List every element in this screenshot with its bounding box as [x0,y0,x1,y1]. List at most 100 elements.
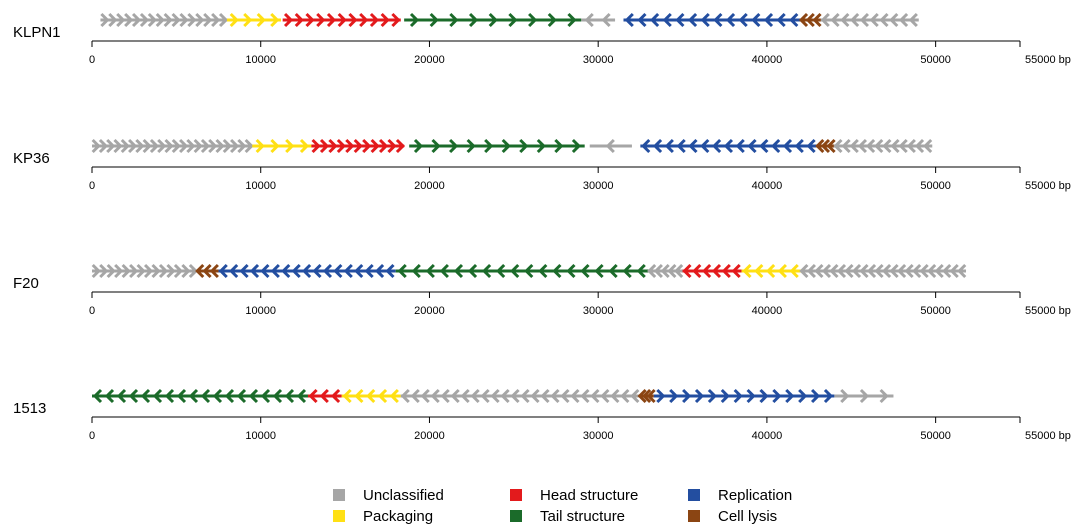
axis-tick-label: 40000 [752,305,783,317]
gene-arrow [580,388,590,404]
gene-arrow [624,12,634,28]
gene-arrow [260,388,271,404]
gene-arrow [869,12,879,28]
gene-arrow [163,12,173,28]
gene-arrow [830,12,840,28]
gene-arrow [328,138,338,154]
gene-arrow [316,12,326,28]
gene-arrow [836,263,847,279]
gene-arrow [898,138,908,154]
gene-arrow [501,138,511,154]
axis-tick-label: 40000 [752,180,783,192]
gene-arrow [200,138,211,154]
gene-arrow [771,138,781,154]
legend-label: Cell lysis [718,508,777,525]
axis-end-label: 55000 bp [1025,180,1071,192]
gene-arrow [140,388,151,404]
gene-arrow [400,388,410,404]
legend-swatch [688,510,700,522]
gene-arrow [218,263,228,279]
gene-arrow [337,12,347,28]
gene-arrow [820,138,831,154]
gene-arrow [319,138,330,154]
gene-arrow [882,138,892,154]
gene-arrow [236,388,247,404]
gene-arrow [296,388,307,404]
gene-arrow [157,138,167,154]
gene-arrow [212,388,223,404]
gene-arrow [571,138,582,154]
gene-arrow [229,263,239,279]
gene-arrow [641,138,651,154]
gene-arrow [449,12,459,28]
gene-arrow [387,138,397,154]
gene-arrow [560,388,570,404]
gene-arrow [759,388,769,404]
gene-arrow [829,263,839,279]
gene-arrow [601,12,611,28]
axis-tick-label: 0 [89,305,95,317]
gene-arrow [554,138,564,154]
gene-arrow [211,12,221,28]
gene-arrow [391,12,401,28]
gene-arrow [209,263,219,279]
gene-arrow [99,263,109,279]
gene-arrow [798,12,809,28]
gene-arrow [850,12,860,28]
axis-tick-label: 10000 [245,305,276,317]
legend-label: Packaging [363,508,433,525]
gene-arrow [584,12,594,28]
gene-arrow [570,388,580,404]
gene-arrow [538,263,548,279]
gene-arrow [826,138,836,154]
gene-arrow [193,138,203,154]
gene-arrow [660,263,670,279]
gene-arrow [641,388,652,404]
gene-arrow [859,12,870,28]
gene-arrow [912,263,922,279]
axis-tick-label: 20000 [414,430,445,442]
gene-arrow [530,388,540,404]
gene-arrow [806,263,816,279]
gene-arrow [605,138,615,154]
gene-arrow [411,263,421,279]
gene-arrow [865,138,876,154]
gene-arrow [164,138,174,154]
gene-arrow [158,263,169,279]
gene-arrow [128,138,138,154]
gene-arrow [688,138,698,154]
gene-arrow [369,12,380,28]
gene-arrow [330,388,341,404]
track-label: 1513 [13,400,46,417]
gene-arrow [129,263,139,279]
gene-arrow [608,263,618,279]
gene-arrow [353,138,363,154]
gene-arrow [812,12,822,28]
gene-arrow [919,263,929,279]
gene-arrow [364,263,374,279]
gene-arrow [682,388,692,404]
gene-arrow [713,12,723,28]
gene-arrow [116,388,127,404]
gene-arrow [188,388,199,404]
gene-arrow [449,138,459,154]
gene-arrow [155,12,165,28]
gene-arrow [362,138,372,154]
gene-arrow [98,138,109,154]
gene-arrow [120,138,130,154]
gene-arrow [520,388,530,404]
gene-arrow [906,138,916,154]
axis-tick-label: 50000 [920,430,951,442]
gene-arrow [294,12,304,28]
axis-tick-label: 50000 [920,180,951,192]
gene-arrow [567,12,577,28]
gene-arrow [735,138,745,154]
gene-arrow [777,263,787,279]
gene-arrow [949,263,959,279]
gene-arrow [610,388,620,404]
gene-arrow [200,388,211,404]
gene-arrow [281,263,291,279]
legend-swatch [333,489,345,501]
legend-swatch [510,489,522,501]
